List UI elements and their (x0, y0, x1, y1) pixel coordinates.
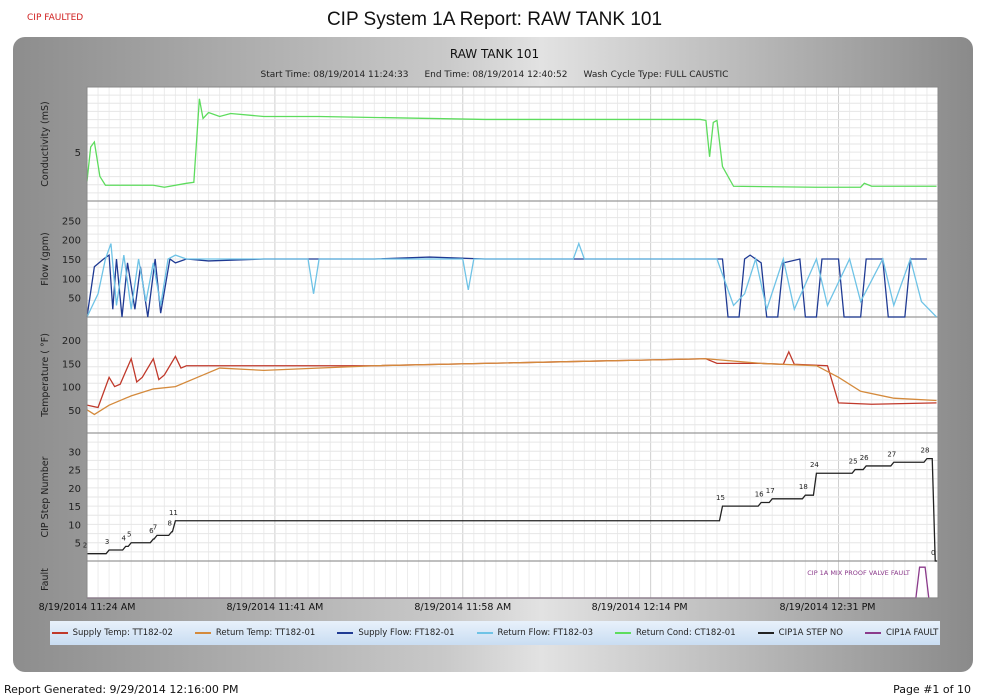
step-label: 15 (716, 494, 725, 502)
y-tick-label: 10 (68, 520, 81, 531)
legend-item: Return Temp: TT182-01 (194, 628, 316, 638)
legend-item: CIP1A FAULT (864, 628, 939, 638)
legend-swatch (615, 632, 631, 634)
step-label: 17 (766, 487, 775, 495)
fault-annotation: CIP 1A MIX PROOF VALVE FAULT (807, 569, 910, 577)
chart-title: RAW TANK 101 (449, 47, 540, 61)
x-tick-label: 8/19/2014 11:58 AM (414, 602, 511, 613)
step-label: 6 (149, 527, 154, 535)
legend-label: Return Flow: FT182-03 (497, 628, 593, 638)
x-tick-label: 8/19/2014 12:14 PM (592, 602, 688, 613)
step-label: 24 (810, 461, 819, 469)
step-label: 2 (83, 542, 87, 550)
step-label: 7 (153, 523, 157, 531)
legend-swatch (476, 632, 493, 634)
legend-swatch (864, 632, 881, 634)
legend-label: CIP1A STEP NO (778, 628, 843, 638)
fault-status-label: CIP FAULTED (27, 13, 84, 23)
series-line-return_cond (86, 98, 937, 188)
legend-swatch (337, 632, 354, 634)
report-generated: Report Generated: 9/29/2014 12:16:00 PM (4, 683, 239, 696)
legend: Supply Temp: TT182-02 Return Temp: TT182-… (50, 621, 940, 645)
y-tick-label: 50 (68, 406, 81, 417)
step-label: 16 (755, 490, 764, 498)
wash-cycle-type: Wash Cycle Type: FULL CAUSTIC (583, 70, 729, 80)
start-time: Start Time: 08/19/2014 11:24:33 (260, 70, 409, 80)
page-number: Page #1 of 10 (893, 683, 971, 696)
y-tick-label: 5 (75, 148, 81, 159)
y-tick-label: 50 (68, 294, 81, 305)
legend-swatch (51, 632, 68, 634)
legend-label: Supply Flow: FT182-01 (358, 628, 455, 638)
series-line-return_temp (86, 358, 937, 416)
series-line-supply_temp (86, 350, 937, 409)
y-tick-label: 200 (62, 336, 81, 347)
report-title: CIP System 1A Report: RAW TANK 101 (326, 9, 663, 30)
y-tick-label: 200 (62, 236, 81, 247)
step-label: 26 (860, 454, 869, 462)
panel-temperature: 50 100 150 200 Temperature ( °F) (40, 324, 938, 434)
end-time: End Time: 08/19/2014 12:40:52 (424, 70, 568, 80)
x-tick-label: 8/19/2014 12:31 PM (779, 602, 875, 613)
y-tick-label: 150 (62, 255, 81, 266)
chart-subtitle: Start Time: 08/19/2014 11:24:33 End Time:… (0, 70, 989, 80)
plot-area (87, 87, 938, 598)
step-label: 11 (169, 509, 178, 517)
step-label: 0 (931, 549, 935, 557)
legend-label: Supply Temp: TT182-02 (72, 628, 173, 638)
series-line-step (87, 457, 937, 562)
step-label: 5 (127, 531, 131, 539)
y-tick-label: 100 (62, 383, 81, 394)
panel-flow: 50 100 150 200 250 Flow (gpm) (40, 208, 938, 318)
y-tick-label: 15 (68, 502, 81, 513)
y-axis-label: Fault (40, 568, 51, 591)
panel-conductivity: 5 Conductivity (mS) (40, 94, 938, 202)
step-label: 3 (105, 538, 109, 546)
y-tick-label: 5 (75, 539, 81, 550)
x-tick-label: 8/19/2014 11:41 AM (226, 602, 323, 613)
legend-item: Return Cond: CT182-01 (615, 628, 736, 638)
legend-item: Supply Flow: FT182-01 (337, 628, 455, 638)
step-label: 8 (167, 520, 171, 528)
legend-item: Supply Temp: TT182-02 (51, 628, 173, 638)
series-line-return_flow (86, 241, 937, 318)
y-axis-label: Flow (gpm) (40, 232, 51, 285)
step-label: 28 (920, 447, 929, 455)
legend-label: Return Temp: TT182-01 (215, 628, 316, 638)
y-tick-label: 30 (68, 447, 81, 458)
legend-label: CIP1A FAULT (885, 628, 939, 638)
step-label: 25 (849, 458, 858, 466)
step-label: 4 (121, 534, 126, 542)
y-tick-label: 250 (62, 216, 81, 227)
step-label: 18 (799, 483, 808, 491)
legend-item: Return Flow: FT182-03 (476, 628, 593, 638)
y-axis-label: Conductivity (mS) (40, 101, 51, 186)
y-tick-label: 20 (68, 484, 81, 495)
y-tick-label: 25 (68, 466, 81, 477)
y-tick-label: 150 (62, 359, 81, 370)
legend-swatch (757, 632, 774, 634)
legend-item: CIP1A STEP NO (757, 628, 843, 638)
legend-label: Return Cond: CT182-01 (636, 628, 736, 638)
y-axis-label: Temperature ( °F) (40, 333, 51, 418)
y-axis-label: CIP Step Number (40, 456, 51, 537)
y-tick-label: 100 (62, 274, 81, 285)
x-tick-label: 8/19/2014 11:24 AM (39, 602, 136, 613)
legend-swatch (194, 632, 211, 634)
step-label: 27 (887, 450, 896, 458)
plot-border (86, 86, 939, 599)
